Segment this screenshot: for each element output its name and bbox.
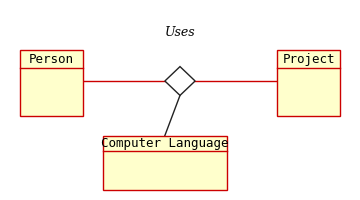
FancyBboxPatch shape bbox=[103, 136, 227, 190]
Text: Person: Person bbox=[29, 53, 74, 66]
FancyBboxPatch shape bbox=[277, 50, 340, 116]
Text: Project: Project bbox=[283, 53, 335, 66]
Text: Computer Language: Computer Language bbox=[101, 137, 229, 150]
Polygon shape bbox=[165, 67, 195, 95]
FancyBboxPatch shape bbox=[20, 50, 83, 116]
Text: Uses: Uses bbox=[165, 25, 195, 38]
